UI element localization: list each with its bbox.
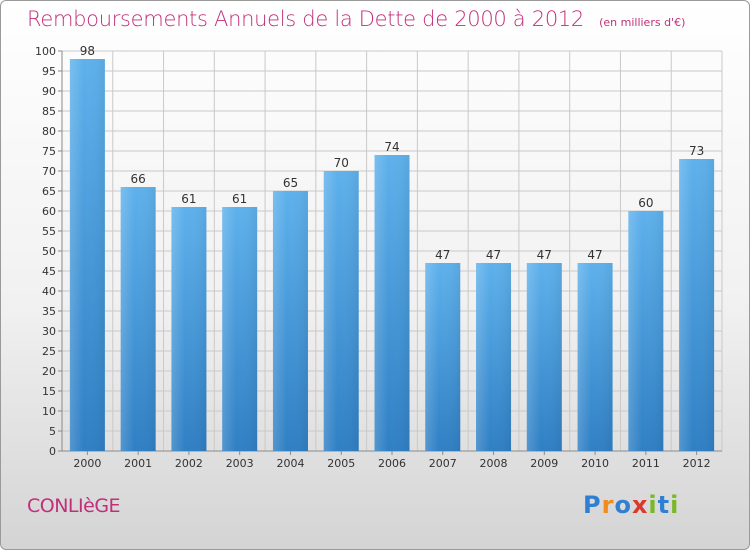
data-label: 47 <box>435 248 450 262</box>
proxiti-logo[interactable]: Proxiti <box>583 491 679 519</box>
data-label: 73 <box>689 144 704 158</box>
y-tick-label: 75 <box>42 145 56 158</box>
chart-title-main: Remboursements Annuels de la Dette de 20… <box>27 7 584 31</box>
y-tick-label: 65 <box>42 185 56 198</box>
y-tick-label: 25 <box>42 345 56 358</box>
chart-unit-label: (en milliers d'€) <box>599 16 686 29</box>
x-tick-label: 2012 <box>683 457 711 470</box>
logo-letter: i <box>648 491 658 519</box>
bar-shine <box>526 263 562 451</box>
y-tick-label: 10 <box>42 405 56 418</box>
logo-letter: r <box>601 491 615 519</box>
x-tick-label: 2003 <box>226 457 254 470</box>
bar-shine <box>272 191 308 451</box>
x-tick-label: 2010 <box>581 457 609 470</box>
x-tick-label: 2000 <box>73 457 101 470</box>
bar-shine <box>425 263 461 451</box>
bars: 98 66 61 61 65 70 74 47 47 47 47 60 73 <box>69 44 715 451</box>
bar-shine <box>679 159 715 451</box>
bar-shine <box>120 187 156 451</box>
x-tick-label: 2008 <box>480 457 508 470</box>
data-label: 98 <box>80 44 95 58</box>
x-tick-label: 2011 <box>632 457 660 470</box>
y-tick-label: 35 <box>42 305 56 318</box>
y-tick-label: 20 <box>42 365 56 378</box>
data-label: 61 <box>181 192 196 206</box>
logo-letter: x <box>631 491 649 519</box>
y-tick-label: 55 <box>42 225 56 238</box>
y-tick-label: 40 <box>42 285 56 298</box>
y-tick-label: 90 <box>42 85 56 98</box>
data-label: 47 <box>537 248 552 262</box>
chart-title: Remboursements Annuels de la Dette de 20… <box>27 7 685 31</box>
logo-letter: o <box>614 491 632 519</box>
x-tick-label: 2004 <box>276 457 304 470</box>
y-tick-label: 45 <box>42 265 56 278</box>
logo-letter: i <box>670 491 680 519</box>
y-tick-label: 0 <box>49 445 56 458</box>
data-label: 66 <box>131 172 146 186</box>
x-tick-label: 2006 <box>378 457 406 470</box>
data-label: 60 <box>638 196 653 210</box>
bar-shine <box>171 207 207 451</box>
y-tick-label: 70 <box>42 165 56 178</box>
bar-shine <box>577 263 613 451</box>
bar-shine <box>323 171 359 451</box>
bar-shine <box>476 263 512 451</box>
bar-shine <box>628 211 664 451</box>
x-tick-label: 2005 <box>327 457 355 470</box>
commune-name: CONLIèGE <box>27 495 121 517</box>
bar-shine <box>222 207 258 451</box>
bar-shine <box>69 59 105 451</box>
x-tick-label: 2001 <box>124 457 152 470</box>
data-label: 47 <box>486 248 501 262</box>
y-tick-label: 50 <box>42 245 56 258</box>
data-label: 61 <box>232 192 247 206</box>
data-label: 65 <box>283 176 298 190</box>
logo-letter: P <box>583 491 602 519</box>
y-tick-label: 15 <box>42 385 56 398</box>
bar-shine <box>374 155 410 451</box>
y-tick-label: 85 <box>42 105 56 118</box>
data-label: 74 <box>384 140 399 154</box>
data-label: 70 <box>334 156 349 170</box>
y-tick-label: 80 <box>42 125 56 138</box>
logo-letter: t <box>657 491 671 519</box>
y-tick-label: 100 <box>35 45 56 58</box>
y-tick-label: 30 <box>42 325 56 338</box>
y-tick-label: 5 <box>49 425 56 438</box>
x-tick-label: 2007 <box>429 457 457 470</box>
data-label: 47 <box>587 248 602 262</box>
y-tick-label: 60 <box>42 205 56 218</box>
y-tick-label: 95 <box>42 65 56 78</box>
x-tick-label: 2002 <box>175 457 203 470</box>
x-tick-label: 2009 <box>530 457 558 470</box>
